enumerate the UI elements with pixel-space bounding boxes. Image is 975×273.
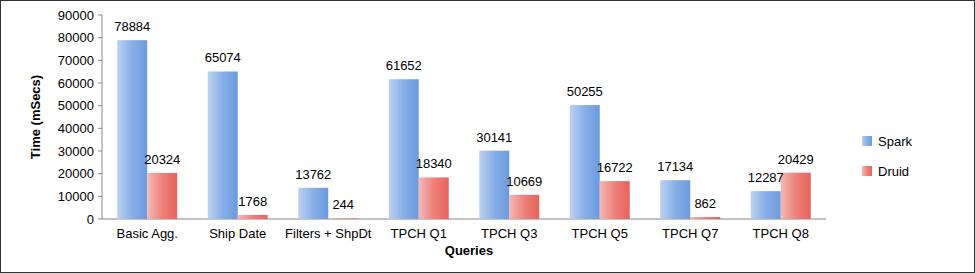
x-tick-label: Ship Date [209, 226, 266, 241]
y-tick-label: 60000 [58, 76, 94, 91]
y-axis [102, 15, 103, 219]
y-tick-label: 30000 [58, 144, 94, 159]
y-tick [98, 37, 102, 38]
x-axis-title: Queries [445, 243, 493, 258]
y-tick [98, 173, 102, 174]
x-tick-label: Basic Agg. [117, 226, 178, 241]
data-label: 20324 [144, 152, 180, 167]
y-tick [98, 15, 102, 16]
data-label: 20429 [778, 152, 814, 167]
y-tick-label: 0 [87, 212, 94, 227]
y-tick-label: 90000 [58, 8, 94, 23]
bar [298, 188, 328, 219]
y-tick [98, 196, 102, 197]
legend: Spark Druid [862, 134, 912, 179]
frame [1, 1, 975, 273]
x-tick-label: TPCH Q3 [481, 226, 537, 241]
y-axis-title: Time (mSecs) [28, 75, 43, 159]
data-label: 30141 [476, 130, 512, 145]
y-tick-label: 50000 [58, 98, 94, 113]
bar [328, 218, 358, 219]
x-tick-label: TPCH Q5 [572, 226, 628, 241]
y-tick-label: 70000 [58, 53, 94, 68]
data-label: 17134 [657, 159, 693, 174]
bar [479, 151, 509, 219]
y-tick-label: 40000 [58, 121, 94, 136]
legend-label: Druid [878, 164, 909, 179]
y-tick [98, 105, 102, 106]
y-tick-label: 80000 [58, 30, 94, 45]
data-label: 13762 [295, 167, 331, 182]
data-label: 78884 [114, 19, 150, 34]
legend-swatch [862, 166, 872, 176]
data-label: 50255 [567, 84, 603, 99]
y-tick [98, 219, 102, 220]
bar [751, 191, 781, 219]
bar [208, 71, 238, 219]
bar [570, 105, 600, 219]
y-tick [98, 151, 102, 152]
legend-swatch [862, 136, 872, 146]
data-label: 1768 [238, 194, 267, 209]
bar [117, 40, 147, 219]
x-tick-label: TPCH Q7 [662, 226, 718, 241]
y-tick [98, 60, 102, 61]
data-label: 862 [694, 196, 716, 211]
legend-label: Spark [878, 134, 912, 149]
bar [238, 215, 268, 219]
bar [419, 177, 449, 219]
x-tick-label: TPCH Q8 [753, 226, 809, 241]
y-tick-label: 10000 [58, 189, 94, 204]
data-label: 61652 [386, 58, 422, 73]
x-tick-label: TPCH Q1 [391, 226, 447, 241]
chart: 0 10000 20000 30000 40000 50000 60000 70000 8000… [0, 0, 975, 273]
y-tick [98, 83, 102, 84]
data-label: 244 [332, 197, 354, 212]
data-label: 16722 [597, 160, 633, 175]
bar [690, 217, 720, 219]
y-tick [98, 128, 102, 129]
bar [600, 181, 630, 219]
data-labels: 78884 20324 65074 1768 13762244 61652 18340 301… [114, 19, 814, 212]
bar [660, 180, 690, 219]
data-label: 65074 [205, 50, 241, 65]
data-label: 12287 [748, 170, 784, 185]
bar [389, 79, 419, 219]
bar [509, 195, 539, 219]
bar [147, 173, 177, 219]
x-tick-label: Filters + ShpDt [285, 226, 372, 241]
data-label: 10669 [506, 174, 542, 189]
bar [781, 173, 811, 219]
data-label: 18340 [416, 156, 452, 171]
y-tick-label: 20000 [58, 166, 94, 181]
bars [117, 40, 811, 219]
